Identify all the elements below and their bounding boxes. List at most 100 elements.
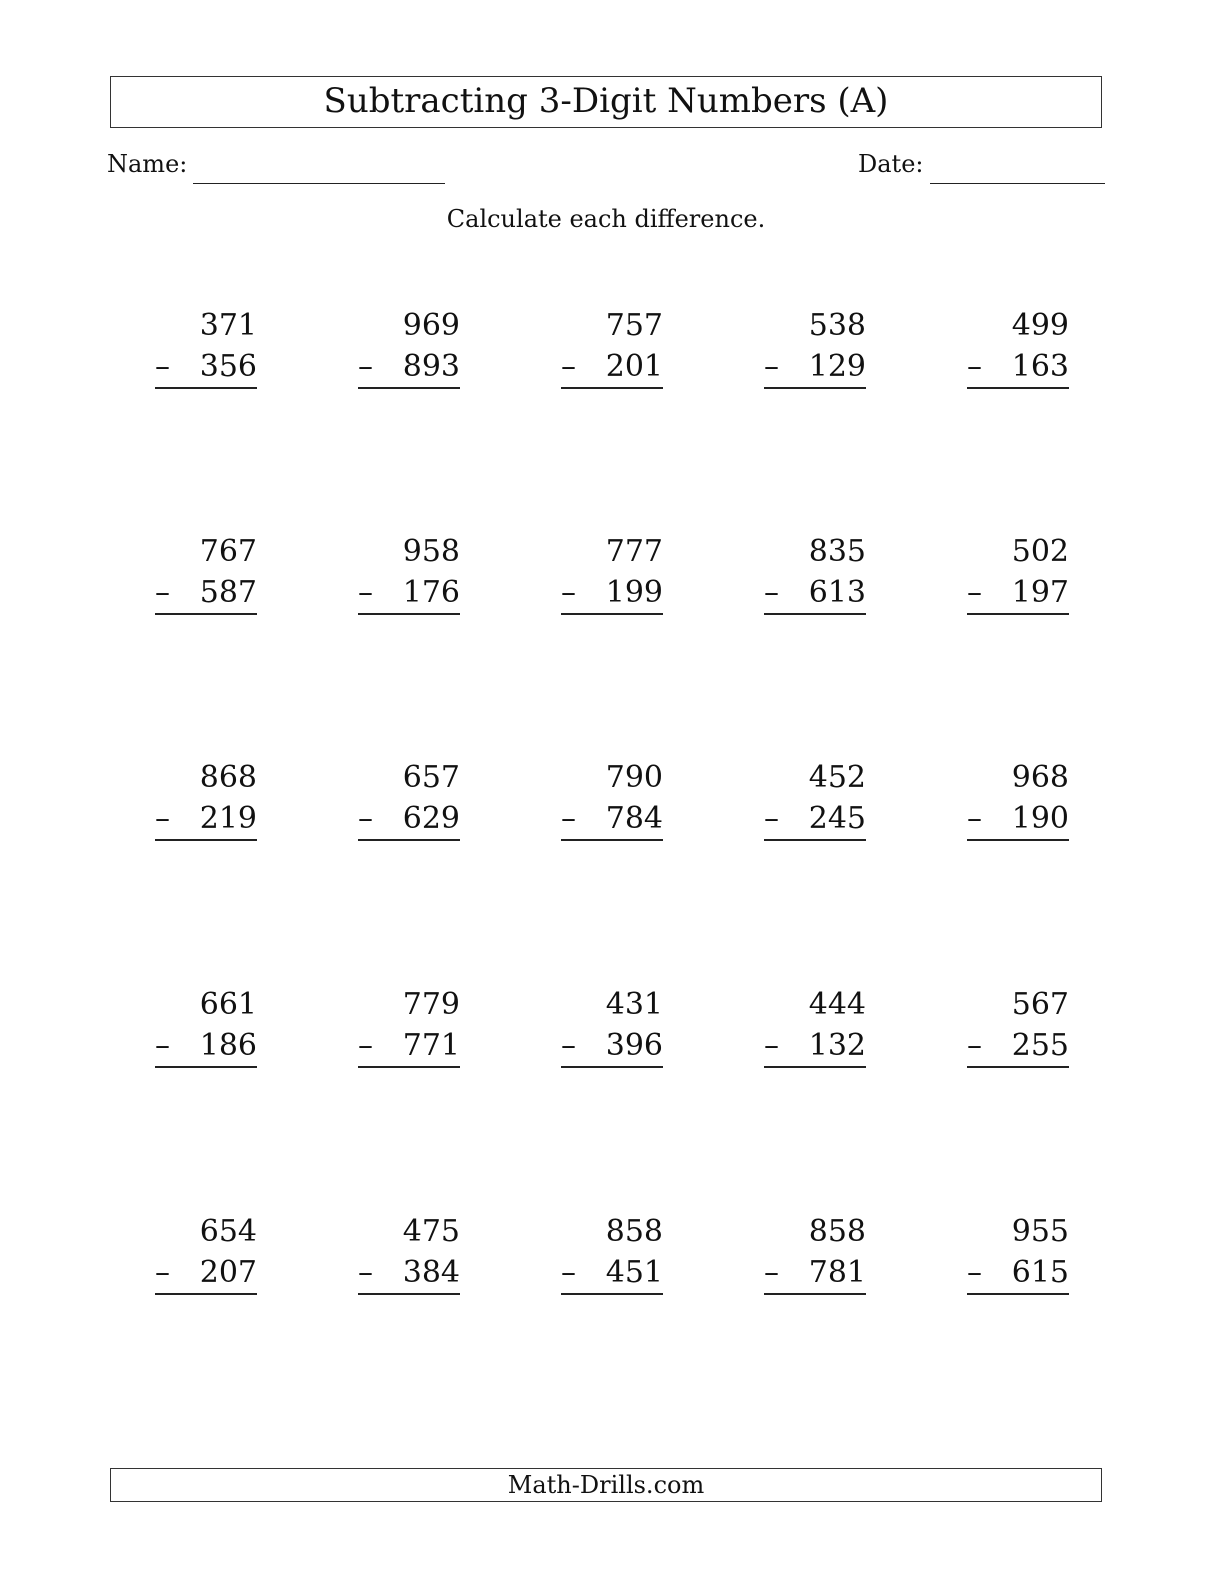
minuend: 502 — [1011, 534, 1069, 569]
minus-sign: – — [155, 575, 170, 610]
minus-sign: – — [155, 349, 170, 384]
problem: 654–207 — [155, 1211, 257, 1295]
problem: 444–132 — [764, 984, 866, 1068]
minus-sign: – — [155, 1028, 170, 1063]
problem: 968–190 — [967, 757, 1069, 841]
problem: 777–199 — [561, 531, 663, 615]
minuend: 958 — [402, 534, 460, 569]
minus-sign: – — [155, 1255, 170, 1290]
problem: 767–587 — [155, 531, 257, 615]
subtrahend-row: –384 — [358, 1252, 460, 1293]
minuend: 779 — [402, 987, 460, 1022]
minuend: 567 — [1011, 987, 1069, 1022]
subtrahend-row: –396 — [561, 1025, 663, 1066]
subtrahend: 207 — [199, 1255, 257, 1290]
subtrahend: 451 — [605, 1255, 663, 1290]
problem: 757–201 — [561, 305, 663, 389]
subtrahend: 255 — [1011, 1028, 1069, 1063]
subtrahend-row: –129 — [764, 346, 866, 387]
problem: 431–396 — [561, 984, 663, 1068]
footer-site: Math-Drills.com — [110, 1468, 1102, 1502]
subtrahend-row: –784 — [561, 798, 663, 839]
subtrahend: 396 — [605, 1028, 663, 1063]
problem: 868–219 — [155, 757, 257, 841]
minus-sign: – — [561, 801, 576, 836]
minuend: 444 — [808, 987, 866, 1022]
minus-sign: – — [764, 349, 779, 384]
problem: 452–245 — [764, 757, 866, 841]
minus-sign: – — [967, 1028, 982, 1063]
subtrahend: 219 — [199, 801, 257, 836]
minuend: 452 — [808, 760, 866, 795]
subtrahend-row: –781 — [764, 1252, 866, 1293]
subtrahend-row: –132 — [764, 1025, 866, 1066]
minuend: 654 — [199, 1214, 257, 1249]
subtrahend-row: –255 — [967, 1025, 1069, 1066]
subtrahend-row: –771 — [358, 1025, 460, 1066]
minus-sign: – — [764, 801, 779, 836]
subtrahend-row: –356 — [155, 346, 257, 387]
problem: 371–356 — [155, 305, 257, 389]
subtrahend-row: –245 — [764, 798, 866, 839]
minus-sign: – — [967, 575, 982, 610]
name-label: Name: — [107, 150, 188, 178]
minuend: 969 — [402, 308, 460, 343]
subtrahend: 245 — [808, 801, 866, 836]
subtrahend: 629 — [402, 801, 460, 836]
subtrahend-row: –207 — [155, 1252, 257, 1293]
subtrahend-row: –893 — [358, 346, 460, 387]
subtrahend-row: –629 — [358, 798, 460, 839]
minuend: 757 — [605, 308, 663, 343]
subtrahend: 781 — [808, 1255, 866, 1290]
subtrahend-row: –197 — [967, 572, 1069, 613]
minus-sign: – — [764, 1255, 779, 1290]
subtrahend-row: –615 — [967, 1252, 1069, 1293]
subtrahend: 587 — [199, 575, 257, 610]
subtrahend-row: –176 — [358, 572, 460, 613]
minuend: 767 — [199, 534, 257, 569]
subtrahend-row: –587 — [155, 572, 257, 613]
name-field[interactable] — [193, 183, 445, 184]
problem: 538–129 — [764, 305, 866, 389]
minus-sign: – — [967, 1255, 982, 1290]
date-field[interactable] — [930, 183, 1105, 184]
minus-sign: – — [155, 801, 170, 836]
minuend: 499 — [1011, 308, 1069, 343]
problem: 790–784 — [561, 757, 663, 841]
minuend: 777 — [605, 534, 663, 569]
instructions: Calculate each difference. — [446, 205, 766, 233]
subtrahend: 186 — [199, 1028, 257, 1063]
subtrahend: 201 — [605, 349, 663, 384]
minuend: 431 — [605, 987, 663, 1022]
problem: 657–629 — [358, 757, 460, 841]
minus-sign: – — [764, 1028, 779, 1063]
minus-sign: – — [358, 801, 373, 836]
subtrahend: 199 — [605, 575, 663, 610]
minuend: 968 — [1011, 760, 1069, 795]
minuend: 868 — [199, 760, 257, 795]
subtrahend-row: –451 — [561, 1252, 663, 1293]
minuend: 835 — [808, 534, 866, 569]
subtrahend-row: –201 — [561, 346, 663, 387]
date-label: Date: — [858, 150, 924, 178]
subtrahend-row: –613 — [764, 572, 866, 613]
problem: 567–255 — [967, 984, 1069, 1068]
problem: 502–197 — [967, 531, 1069, 615]
minuend: 657 — [402, 760, 460, 795]
problem: 661–186 — [155, 984, 257, 1068]
minuend: 955 — [1011, 1214, 1069, 1249]
problem: 858–781 — [764, 1211, 866, 1295]
subtrahend: 784 — [605, 801, 663, 836]
minus-sign: – — [561, 1028, 576, 1063]
minus-sign: – — [358, 575, 373, 610]
minuend: 858 — [808, 1214, 866, 1249]
subtrahend-row: –186 — [155, 1025, 257, 1066]
subtrahend: 129 — [808, 349, 866, 384]
minuend: 858 — [605, 1214, 663, 1249]
subtrahend: 163 — [1011, 349, 1069, 384]
subtrahend-row: –163 — [967, 346, 1069, 387]
subtrahend-row: –190 — [967, 798, 1069, 839]
minus-sign: – — [764, 575, 779, 610]
minus-sign: – — [561, 1255, 576, 1290]
